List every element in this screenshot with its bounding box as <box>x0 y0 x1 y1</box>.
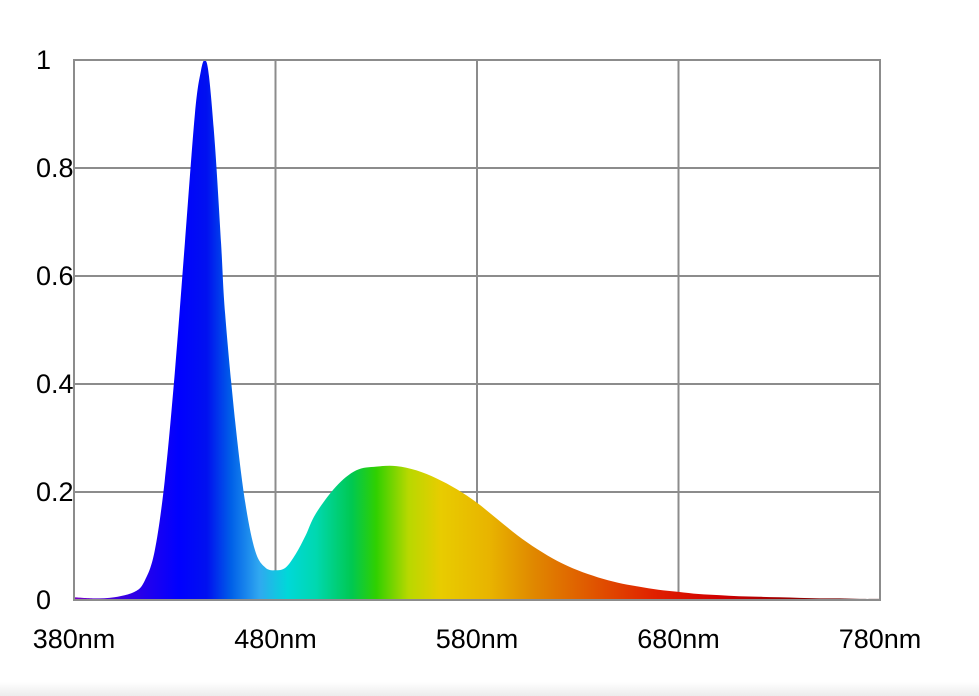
y-tick-label: 0.8 <box>36 153 74 183</box>
plot-frame <box>73 59 881 601</box>
y-tick-label: 0.6 <box>36 261 74 291</box>
y-tick-label: 0.2 <box>36 477 74 507</box>
y-axis-ticks: 0 0.2 0.4 0.6 0.8 1 <box>36 45 74 615</box>
x-axis-ticks: 380nm 480nm 580nm 680nm 780nm <box>33 624 922 654</box>
y-tick-label: 0.4 <box>36 369 74 399</box>
bottom-shadow <box>0 682 979 696</box>
x-tick-label: 480nm <box>234 624 317 654</box>
x-tick-label: 780nm <box>839 624 922 654</box>
y-tick-label: 0 <box>36 585 51 615</box>
x-tick-label: 680nm <box>637 624 720 654</box>
y-tick-label: 1 <box>36 45 51 75</box>
x-tick-label: 380nm <box>33 624 116 654</box>
x-tick-label: 580nm <box>436 624 519 654</box>
